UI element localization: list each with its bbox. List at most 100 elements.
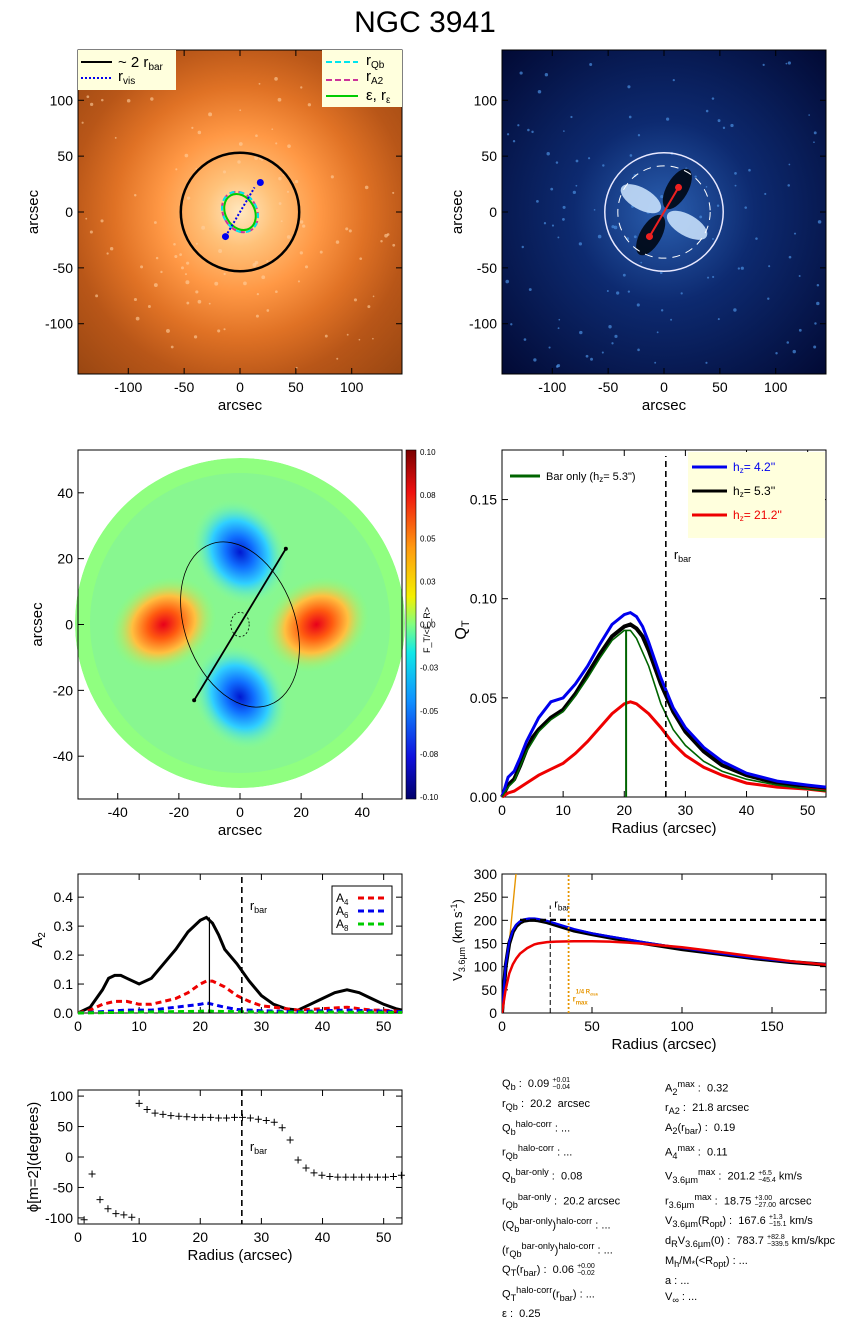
qr-line-3: [502, 630, 826, 797]
noise-speck: [808, 114, 810, 116]
noise-speck: [71, 199, 74, 202]
noise-speck: [558, 327, 560, 329]
noise-speck: [588, 157, 590, 159]
info-vinf: V∞ : ...: [665, 1289, 835, 1309]
noise-speck: [243, 281, 247, 285]
qmap-xlabel: arcsec: [218, 822, 263, 839]
qr-xtick-label: 0: [498, 802, 506, 818]
a2-ylabel: A2: [29, 932, 48, 948]
vc-ytick-label: 300: [474, 866, 498, 882]
ph-xtick-label: 0: [74, 1229, 82, 1245]
noise-speck: [575, 185, 577, 187]
ph-point: [263, 1117, 270, 1124]
ph-point: [231, 1114, 238, 1121]
info-vmax: V3.6µmmax : 201.2 +6.5 −45.4 km/s: [665, 1164, 835, 1188]
ph-point: [159, 1111, 166, 1118]
a2-ytick-label: 0.2: [54, 947, 74, 963]
a2-profile-panel: 0 10 20 30 40 500.00.10.20.30.4A2rbarA4A6A8: [29, 874, 402, 1034]
noise-speck: [637, 303, 640, 306]
noise-speck: [255, 261, 259, 265]
noise-speck: [56, 178, 59, 181]
vc-xtick-label: 50: [584, 1018, 600, 1034]
noise-speck: [734, 172, 737, 175]
a2-xtick-label: 30: [254, 1018, 270, 1034]
noise-speck: [357, 374, 361, 378]
info-rqb: rQb : 20.2 arcsec: [502, 1096, 620, 1116]
colorbar-tick-label: 0.03: [420, 577, 436, 586]
res-xtick-label: 0: [660, 379, 668, 395]
noise-speck: [738, 267, 740, 269]
rvis-end: [257, 179, 264, 186]
noise-speck: [354, 298, 357, 301]
noise-speck: [196, 243, 198, 245]
noise-speck: [602, 164, 604, 166]
bar-end: [675, 184, 682, 191]
res-xtick-label: 100: [764, 379, 788, 395]
noise-speck: [187, 197, 190, 200]
noise-speck: [654, 362, 656, 364]
ph-xtick-label: 50: [376, 1229, 392, 1245]
noise-speck: [441, 238, 445, 242]
noise-speck: [185, 273, 187, 275]
qr-ylabel: QT: [453, 620, 472, 639]
qr-xtick-label: 10: [555, 802, 571, 818]
noise-speck: [166, 329, 170, 333]
noise-speck: [614, 226, 618, 230]
noise-speck: [239, 142, 243, 146]
vc-total-line: [502, 920, 826, 1013]
noise-speck: [300, 251, 303, 254]
colorbar-tick-label: -0.03: [420, 664, 439, 673]
info-right: A2max : 0.32 rA2 : 21.8 arcsec A2(rbar) …: [665, 1076, 835, 1309]
noise-speck: [681, 292, 683, 294]
ph-rbar-label: rbar: [250, 1139, 267, 1156]
colorbar-tick-label: 0.10: [420, 448, 436, 457]
noise-speck: [818, 220, 822, 224]
noise-speck: [275, 290, 278, 293]
noise-speck: [510, 323, 512, 325]
noise-speck: [287, 235, 291, 239]
noise-speck: [764, 193, 766, 195]
noise-speck: [47, 233, 49, 235]
noise-speck: [814, 322, 816, 324]
res-ytick-label: 0: [489, 204, 497, 220]
noise-speck: [154, 221, 157, 224]
noise-speck: [207, 392, 209, 394]
noise-speck: [136, 317, 140, 321]
noise-speck: [573, 191, 576, 194]
vc-curves: [502, 869, 826, 1013]
noise-speck: [90, 103, 93, 106]
noise-speck: [529, 288, 532, 291]
res-ytick-label: -50: [477, 260, 497, 276]
noise-speck: [305, 265, 308, 268]
noise-speck: [787, 184, 790, 187]
noise-speck: [214, 282, 218, 286]
qr-ytick-label: 0.10: [470, 591, 497, 607]
noise-speck: [513, 140, 515, 142]
ph-point: [120, 1211, 127, 1218]
noise-speck: [266, 309, 269, 312]
info-drv: dRV3.6µm(0) : 783.7 +82.8 −339.5 km/s/kpc: [665, 1233, 835, 1253]
info-qb: Qb : 0.09 +0.01 −0.04: [502, 1076, 620, 1096]
qr-xtick-label: 30: [678, 802, 694, 818]
info-rqb-baronly: rQbbar-only : 20.2 arcsec: [502, 1189, 620, 1213]
noise-speck: [181, 266, 184, 269]
noise-speck: [545, 73, 548, 76]
noise-speck: [775, 352, 777, 354]
ph-point: [342, 1174, 349, 1181]
noise-speck: [814, 131, 817, 134]
ph-point: [350, 1174, 357, 1181]
info-a: a : ...: [665, 1273, 835, 1290]
noise-speck: [629, 116, 632, 119]
noise-speck: [210, 384, 214, 388]
qmap-xtick-label: 0: [236, 804, 244, 820]
ph-point: [207, 1114, 214, 1121]
vc-rbar-label: rbar: [554, 898, 570, 912]
noise-speck: [101, 99, 104, 102]
noise-speck: [547, 152, 550, 155]
noise-speck: [256, 315, 259, 318]
noise-speck: [548, 346, 550, 348]
noise-speck: [718, 119, 721, 122]
noise-speck: [185, 154, 189, 158]
noise-speck: [287, 144, 291, 148]
noise-speck: [661, 309, 663, 311]
